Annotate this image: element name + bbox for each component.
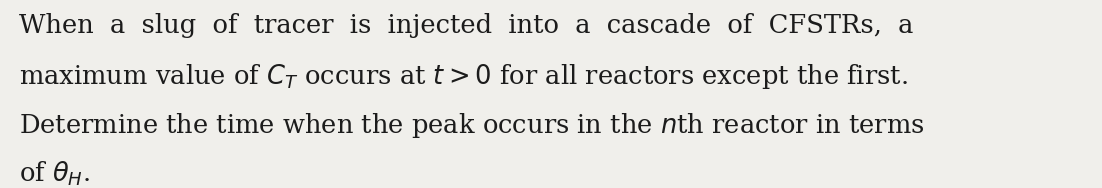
Text: When  a  slug  of  tracer  is  injected  into  a  cascade  of  CFSTRs,  a: When a slug of tracer is injected into a…	[19, 13, 914, 38]
Text: of $\theta_H$.: of $\theta_H$.	[19, 160, 89, 188]
Text: maximum value of $C_T$ occurs at $t > 0$ for all reactors except the first.: maximum value of $C_T$ occurs at $t > 0$…	[19, 62, 908, 91]
Text: Determine the time when the peak occurs in the $n$th reactor in terms: Determine the time when the peak occurs …	[19, 111, 925, 140]
